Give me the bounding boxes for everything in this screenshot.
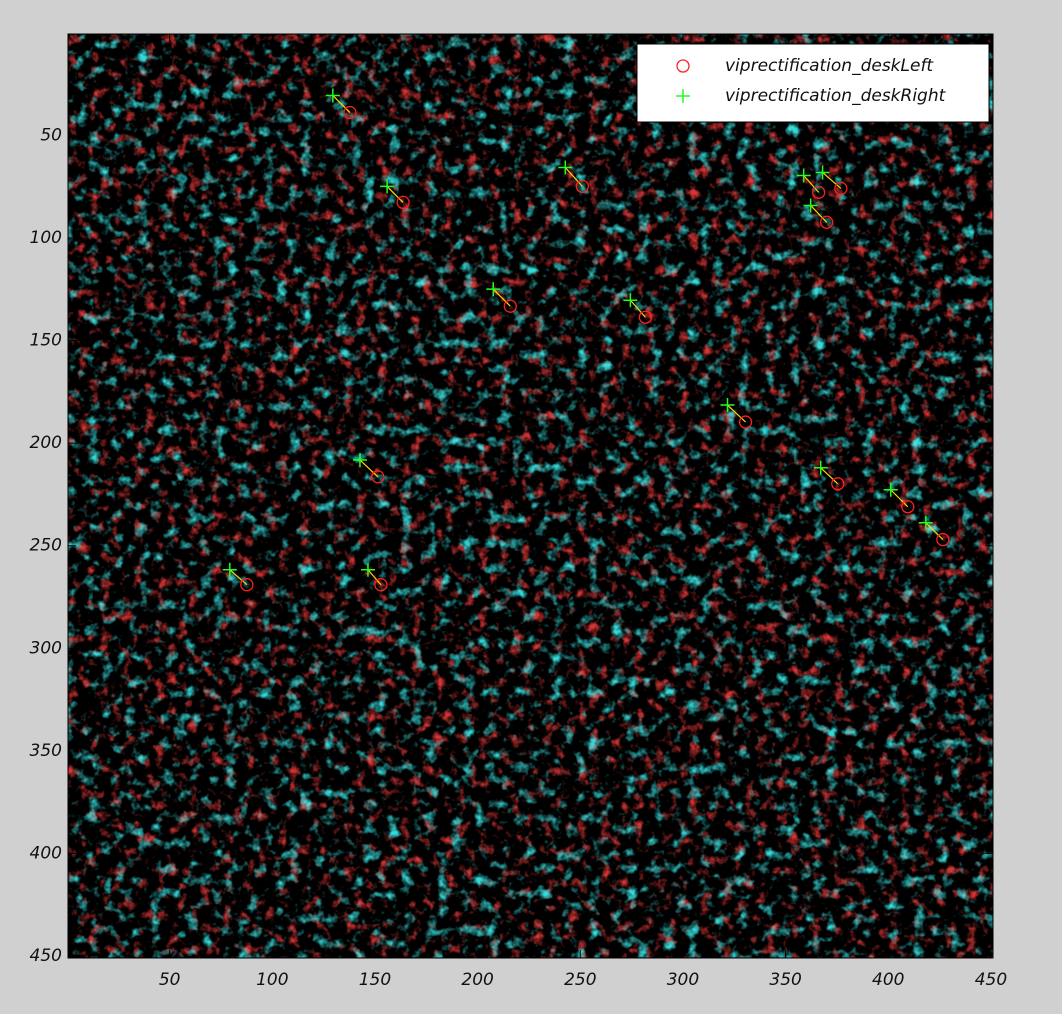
x-tick-label: 50 bbox=[159, 970, 181, 990]
y-tick-label: 200 bbox=[30, 433, 62, 453]
y-tick-label: 50 bbox=[40, 126, 62, 146]
page: {"chart_data": {"type": "scatter", "xlim… bbox=[0, 0, 1062, 1010]
legend-label: viprectification_deskRight bbox=[725, 86, 947, 106]
x-tick-label: 200 bbox=[461, 970, 493, 990]
legend: viprectification_deskLeft viprectificatio… bbox=[637, 44, 989, 122]
y-tick-label: 250 bbox=[30, 536, 62, 556]
x-tick-label: 150 bbox=[359, 970, 391, 990]
legend-label: viprectification_deskLeft bbox=[725, 56, 934, 76]
y-tick-label: 450 bbox=[30, 946, 62, 966]
x-tick-label: 450 bbox=[975, 970, 1007, 990]
y-tick-label: 150 bbox=[30, 331, 62, 351]
y-tick-label: 350 bbox=[30, 741, 62, 761]
anaglyph-image bbox=[68, 34, 993, 958]
x-tick-label: 350 bbox=[769, 970, 801, 990]
y-tick-label: 300 bbox=[30, 638, 62, 658]
cyan-channel bbox=[68, 34, 993, 958]
y-tick-label: 100 bbox=[30, 228, 62, 248]
chart: viprectification_deskLeft viprectificatio… bbox=[0, 0, 1062, 1010]
x-tick-label: 250 bbox=[564, 970, 596, 990]
y-tick-label: 400 bbox=[30, 843, 62, 863]
x-tick-label: 300 bbox=[667, 970, 699, 990]
x-tick-label: 400 bbox=[872, 970, 904, 990]
x-tick-label: 100 bbox=[256, 970, 288, 990]
